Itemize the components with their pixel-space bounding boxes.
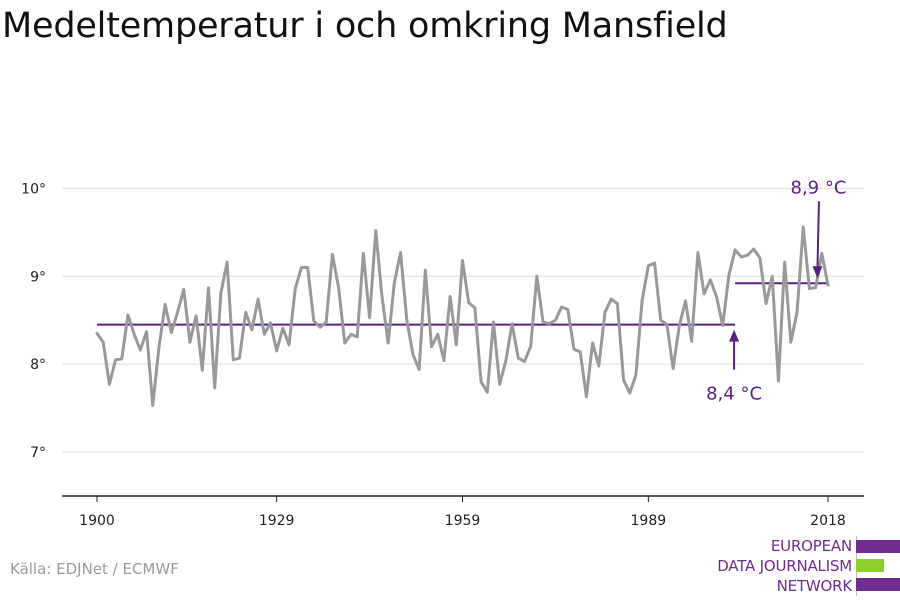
annotation-arrowhead-2: [812, 266, 823, 279]
annotation-label-2: 8,9 °C: [791, 177, 847, 198]
edjnet-logo[interactable]: EUROPEAN DATA JOURNALISM NETWORK: [640, 536, 900, 596]
logo-bar-1: [856, 540, 900, 553]
x-tick-label: 1929: [259, 513, 295, 529]
temperature-series-line: [95, 225, 830, 407]
annotations: 8,4 °C 8,9 °C: [706, 177, 846, 404]
x-tick-label: 1900: [79, 513, 115, 529]
annotation-label-1: 8,4 °C: [706, 384, 762, 405]
series-layer: [95, 225, 830, 407]
y-tick-label: 10°: [21, 181, 46, 197]
grid-lines: [62, 187, 864, 453]
source-credit: Källa: EDJNet / ECMWF: [10, 560, 179, 578]
logo-line-3: NETWORK: [776, 577, 853, 595]
annotation-arrow-2: [816, 201, 820, 269]
logo-line-1: EUROPEAN: [770, 537, 852, 555]
y-tick-label: 8°: [30, 357, 46, 373]
x-tick-label: 1989: [631, 513, 667, 529]
logo-bar-3: [856, 578, 900, 591]
y-tick-label: 9°: [30, 269, 46, 285]
x-tick-label: 2018: [810, 513, 846, 529]
x-tick-label: 1959: [445, 513, 481, 529]
annotation-arrowhead-1: [729, 329, 740, 342]
reference-lines: [97, 282, 828, 326]
y-axis-ticks: 7° 8° 9° 10°: [21, 181, 46, 461]
logo-line-2: DATA JOURNALISM: [717, 557, 852, 575]
chart-title: Medeltemperatur i och omkring Mansfield: [2, 6, 728, 46]
x-axis: 1900 1929 1959 1989 2018: [62, 495, 864, 529]
y-tick-label: 7°: [30, 445, 46, 461]
logo-bar-2: [856, 559, 884, 572]
